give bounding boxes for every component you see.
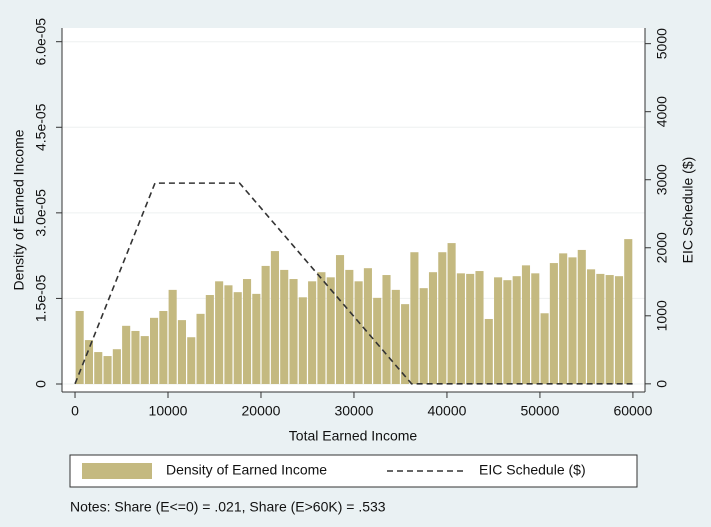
legend [69,454,638,488]
x-tick-label: 40000 [427,403,466,419]
y-tick-label: 6.0e-05 [33,18,49,66]
bar [624,239,633,385]
y-axis-label: Density of Earned Income [11,129,27,290]
legend-swatch [82,463,152,479]
y2-tick-label: 4000 [654,96,670,127]
bar [484,318,493,385]
x-tick-label: 10000 [149,403,188,419]
bar [270,251,279,385]
bar [605,275,614,385]
bar [503,280,512,385]
bar [261,265,270,385]
bar [596,273,605,385]
bar [549,263,558,385]
bar [122,325,131,385]
bar [475,271,484,385]
bar [401,304,410,385]
bar [587,269,596,385]
bar [447,243,456,385]
bar [494,277,503,385]
bar [205,295,214,385]
bar [521,265,531,385]
bar [540,313,549,385]
bar [159,310,168,385]
bar [84,340,94,385]
bar [391,289,400,385]
x-tick-label: 30000 [334,403,373,419]
x-tick-label: 20000 [242,403,281,419]
y-tick-label: 1.5e-05 [33,274,49,322]
bar [568,257,577,385]
notes: Notes: Share (E<=0) = .021, Share (E>60K… [70,499,386,515]
bar [410,252,419,385]
bar [252,293,261,385]
bar [419,288,428,385]
bar [131,330,140,385]
bar [103,356,112,385]
bar [215,281,224,385]
bar [382,275,391,385]
bar [512,276,521,385]
line [74,182,633,385]
bar [326,277,335,385]
x-tick-label: 50000 [520,403,559,419]
bar [363,268,372,385]
y-tick-label: 4.5e-05 [33,103,49,151]
bar [373,297,382,385]
bar [559,253,568,385]
y2-axis-label: EIC Schedule ($) [680,157,696,264]
bar [140,336,149,385]
bar [112,349,121,385]
x-tick-label: 0 [71,403,79,419]
bar [345,269,354,385]
bar [298,297,307,385]
bar [94,352,103,385]
bar [280,269,289,385]
bar [428,272,438,385]
y2-tick-label: 0 [654,380,670,388]
y-tick-label: 3.0e-05 [33,189,49,237]
bar [187,337,196,385]
bar [354,281,363,385]
bar [75,310,84,385]
bar [177,320,186,385]
bar [438,252,447,385]
y-tick-label: 0 [33,380,49,388]
bar [289,279,298,385]
bar [531,273,540,385]
bar [466,273,475,385]
legend-label: EIC Schedule ($) [479,462,586,478]
y2-tick-label: 5000 [654,28,670,59]
bar [317,272,326,385]
bar [196,313,205,385]
x-tick-label: 60000 [613,403,652,419]
legend-label: Density of Earned Income [166,462,327,478]
bar [168,289,177,385]
bar [150,317,159,385]
bar [224,285,233,385]
y2-tick-label: 1000 [654,300,670,331]
bar [456,273,465,385]
bar [577,249,586,385]
y2-tick-label: 3000 [654,164,670,195]
bar [614,276,624,385]
bar [242,279,252,385]
bar [233,292,242,385]
bar [335,255,345,385]
x-axis-label: Total Earned Income [289,428,418,444]
bar [308,281,317,385]
y2-tick-label: 2000 [654,232,670,263]
